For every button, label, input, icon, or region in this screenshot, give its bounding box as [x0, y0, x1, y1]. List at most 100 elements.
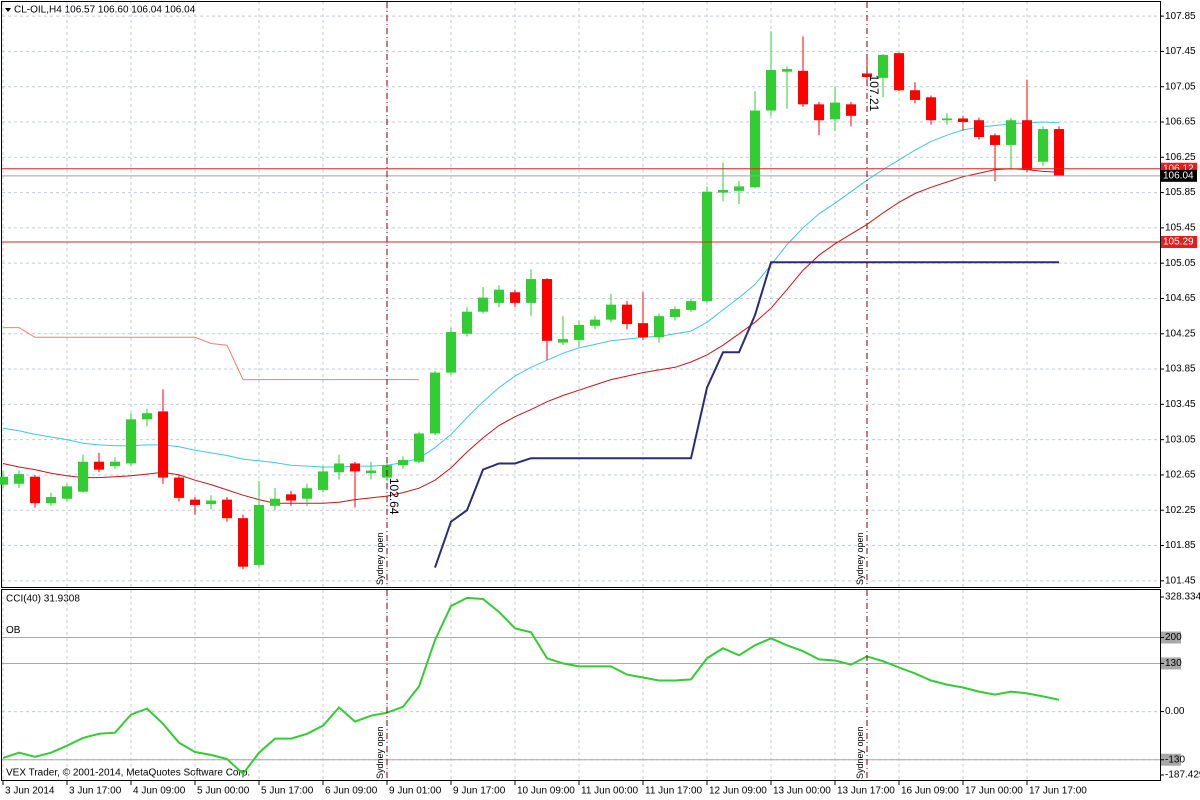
y-tick-label: 106.25 — [1165, 152, 1196, 163]
y-tick-label: 107.05 — [1165, 81, 1196, 92]
session-label: Sydney open — [375, 532, 385, 585]
candle-body — [1022, 120, 1032, 170]
y-tick-label: 107.45 — [1165, 46, 1196, 57]
candle-body — [862, 73, 872, 77]
session-label: Sydney open — [375, 726, 385, 779]
price-label-box — [1161, 236, 1197, 248]
y-tick-label: 101.45 — [1165, 575, 1196, 586]
candle-body — [286, 494, 296, 501]
indicator-title: CCI(40) 31.9308 — [6, 594, 80, 605]
y-tick-label: 328.334 — [1165, 592, 1200, 603]
candle-body — [366, 470, 376, 474]
candle-body — [270, 498, 280, 506]
candle-body — [14, 474, 24, 484]
x-tick-label: 13 Jun 17:00 — [837, 786, 895, 797]
cci-frame — [1, 589, 1161, 781]
candle-body — [0, 476, 8, 485]
candle-body — [430, 372, 440, 434]
candle-body — [990, 135, 1000, 145]
candle-body — [94, 461, 104, 470]
candle-body — [670, 309, 680, 317]
candle-body — [62, 486, 72, 499]
y-tick-label: 105.05 — [1165, 258, 1196, 269]
x-tick-label: 4 Jun 09:00 — [133, 786, 186, 797]
candle-body — [750, 110, 760, 188]
x-tick-label: 11 Jun 17:00 — [645, 786, 703, 797]
candle-body — [718, 189, 728, 193]
candle-body — [574, 324, 584, 340]
candle-body — [174, 477, 184, 498]
candle-body — [606, 304, 616, 320]
x-tick-label: 17 Jun 00:00 — [965, 786, 1023, 797]
y-tick-label: -130 — [1165, 754, 1185, 765]
candle-body — [302, 488, 312, 499]
y-tick-label: 105.85 — [1165, 187, 1196, 198]
candle-body — [510, 292, 520, 303]
candle-body — [974, 120, 984, 137]
candle-body — [206, 500, 216, 505]
price-label-box — [1161, 169, 1197, 182]
x-tick-label: 5 Jun 00:00 — [197, 786, 250, 797]
candle-body — [830, 102, 840, 120]
candle-body — [734, 186, 744, 191]
candle-body — [446, 332, 456, 373]
x-tick-label: 9 Jun 17:00 — [453, 786, 506, 797]
candle-body — [222, 499, 232, 519]
y-tick-label: 107.85 — [1165, 11, 1196, 22]
candle-body — [414, 433, 424, 462]
candle-body — [894, 53, 904, 91]
indicator-line — [2, 168, 1060, 504]
x-tick-label: 13 Jun 00:00 — [773, 786, 831, 797]
candle-body — [654, 316, 664, 338]
level-label-box — [1161, 631, 1181, 644]
x-tick-label: 12 Jun 09:00 — [709, 786, 767, 797]
x-tick-label: 9 Jun 01:00 — [389, 786, 442, 797]
level-label-box — [1161, 657, 1181, 670]
candle-body — [958, 118, 968, 122]
y-tick-label: 200 — [1165, 632, 1182, 643]
price-label: 106.04 — [1163, 170, 1194, 181]
candle-body — [558, 339, 568, 343]
y-tick-label: 103.45 — [1165, 399, 1196, 410]
main-frame — [1, 1, 1161, 588]
candle-body — [542, 279, 552, 341]
price-label: 106.12 — [1163, 163, 1194, 174]
x-tick-label: 16 Jun 09:00 — [901, 786, 959, 797]
candle-body — [462, 311, 472, 334]
candle-body — [78, 461, 88, 492]
candle-body — [334, 463, 344, 473]
session-label: Sydney open — [855, 532, 865, 585]
y-tick-label: 104.65 — [1165, 293, 1196, 304]
candle-body — [30, 476, 40, 504]
y-tick-label: -187.429 — [1165, 770, 1200, 781]
session-label: Sydney open — [855, 726, 865, 779]
price-annotation: 102.64 — [387, 478, 401, 515]
candle-body — [686, 301, 696, 310]
indicator-line — [3, 327, 419, 381]
candle-body — [318, 471, 328, 490]
candle-body — [254, 504, 264, 565]
level-label-box — [1161, 753, 1181, 766]
y-tick-label: 0.00 — [1165, 706, 1185, 717]
x-tick-label: 3 Jun 17:00 — [69, 786, 122, 797]
x-tick-label: 5 Jun 17:00 — [261, 786, 314, 797]
candle-body — [878, 54, 888, 78]
candle-body — [238, 518, 248, 567]
x-tick-label: 10 Jun 09:00 — [517, 786, 575, 797]
candle-body — [814, 104, 824, 121]
indicator-line — [434, 261, 1059, 568]
y-tick-label: 130 — [1165, 658, 1182, 669]
x-tick-label: 17 Jun 17:00 — [1029, 786, 1087, 797]
y-tick-label: 102.25 — [1165, 505, 1196, 516]
x-tick-label: 3 Jun 2014 — [5, 786, 55, 797]
y-tick-label: 104.25 — [1165, 328, 1196, 339]
indicator-line — [2, 121, 1060, 468]
candle-body — [46, 497, 56, 504]
candle-body — [622, 304, 632, 325]
price-annotation: 107.21 — [867, 75, 881, 112]
menu-arrow — [5, 8, 11, 12]
y-tick-label: 102.65 — [1165, 470, 1196, 481]
footer: VEX Trader, © 2001-2014, MetaQuotes Soft… — [6, 768, 250, 779]
candle-body — [846, 104, 856, 116]
